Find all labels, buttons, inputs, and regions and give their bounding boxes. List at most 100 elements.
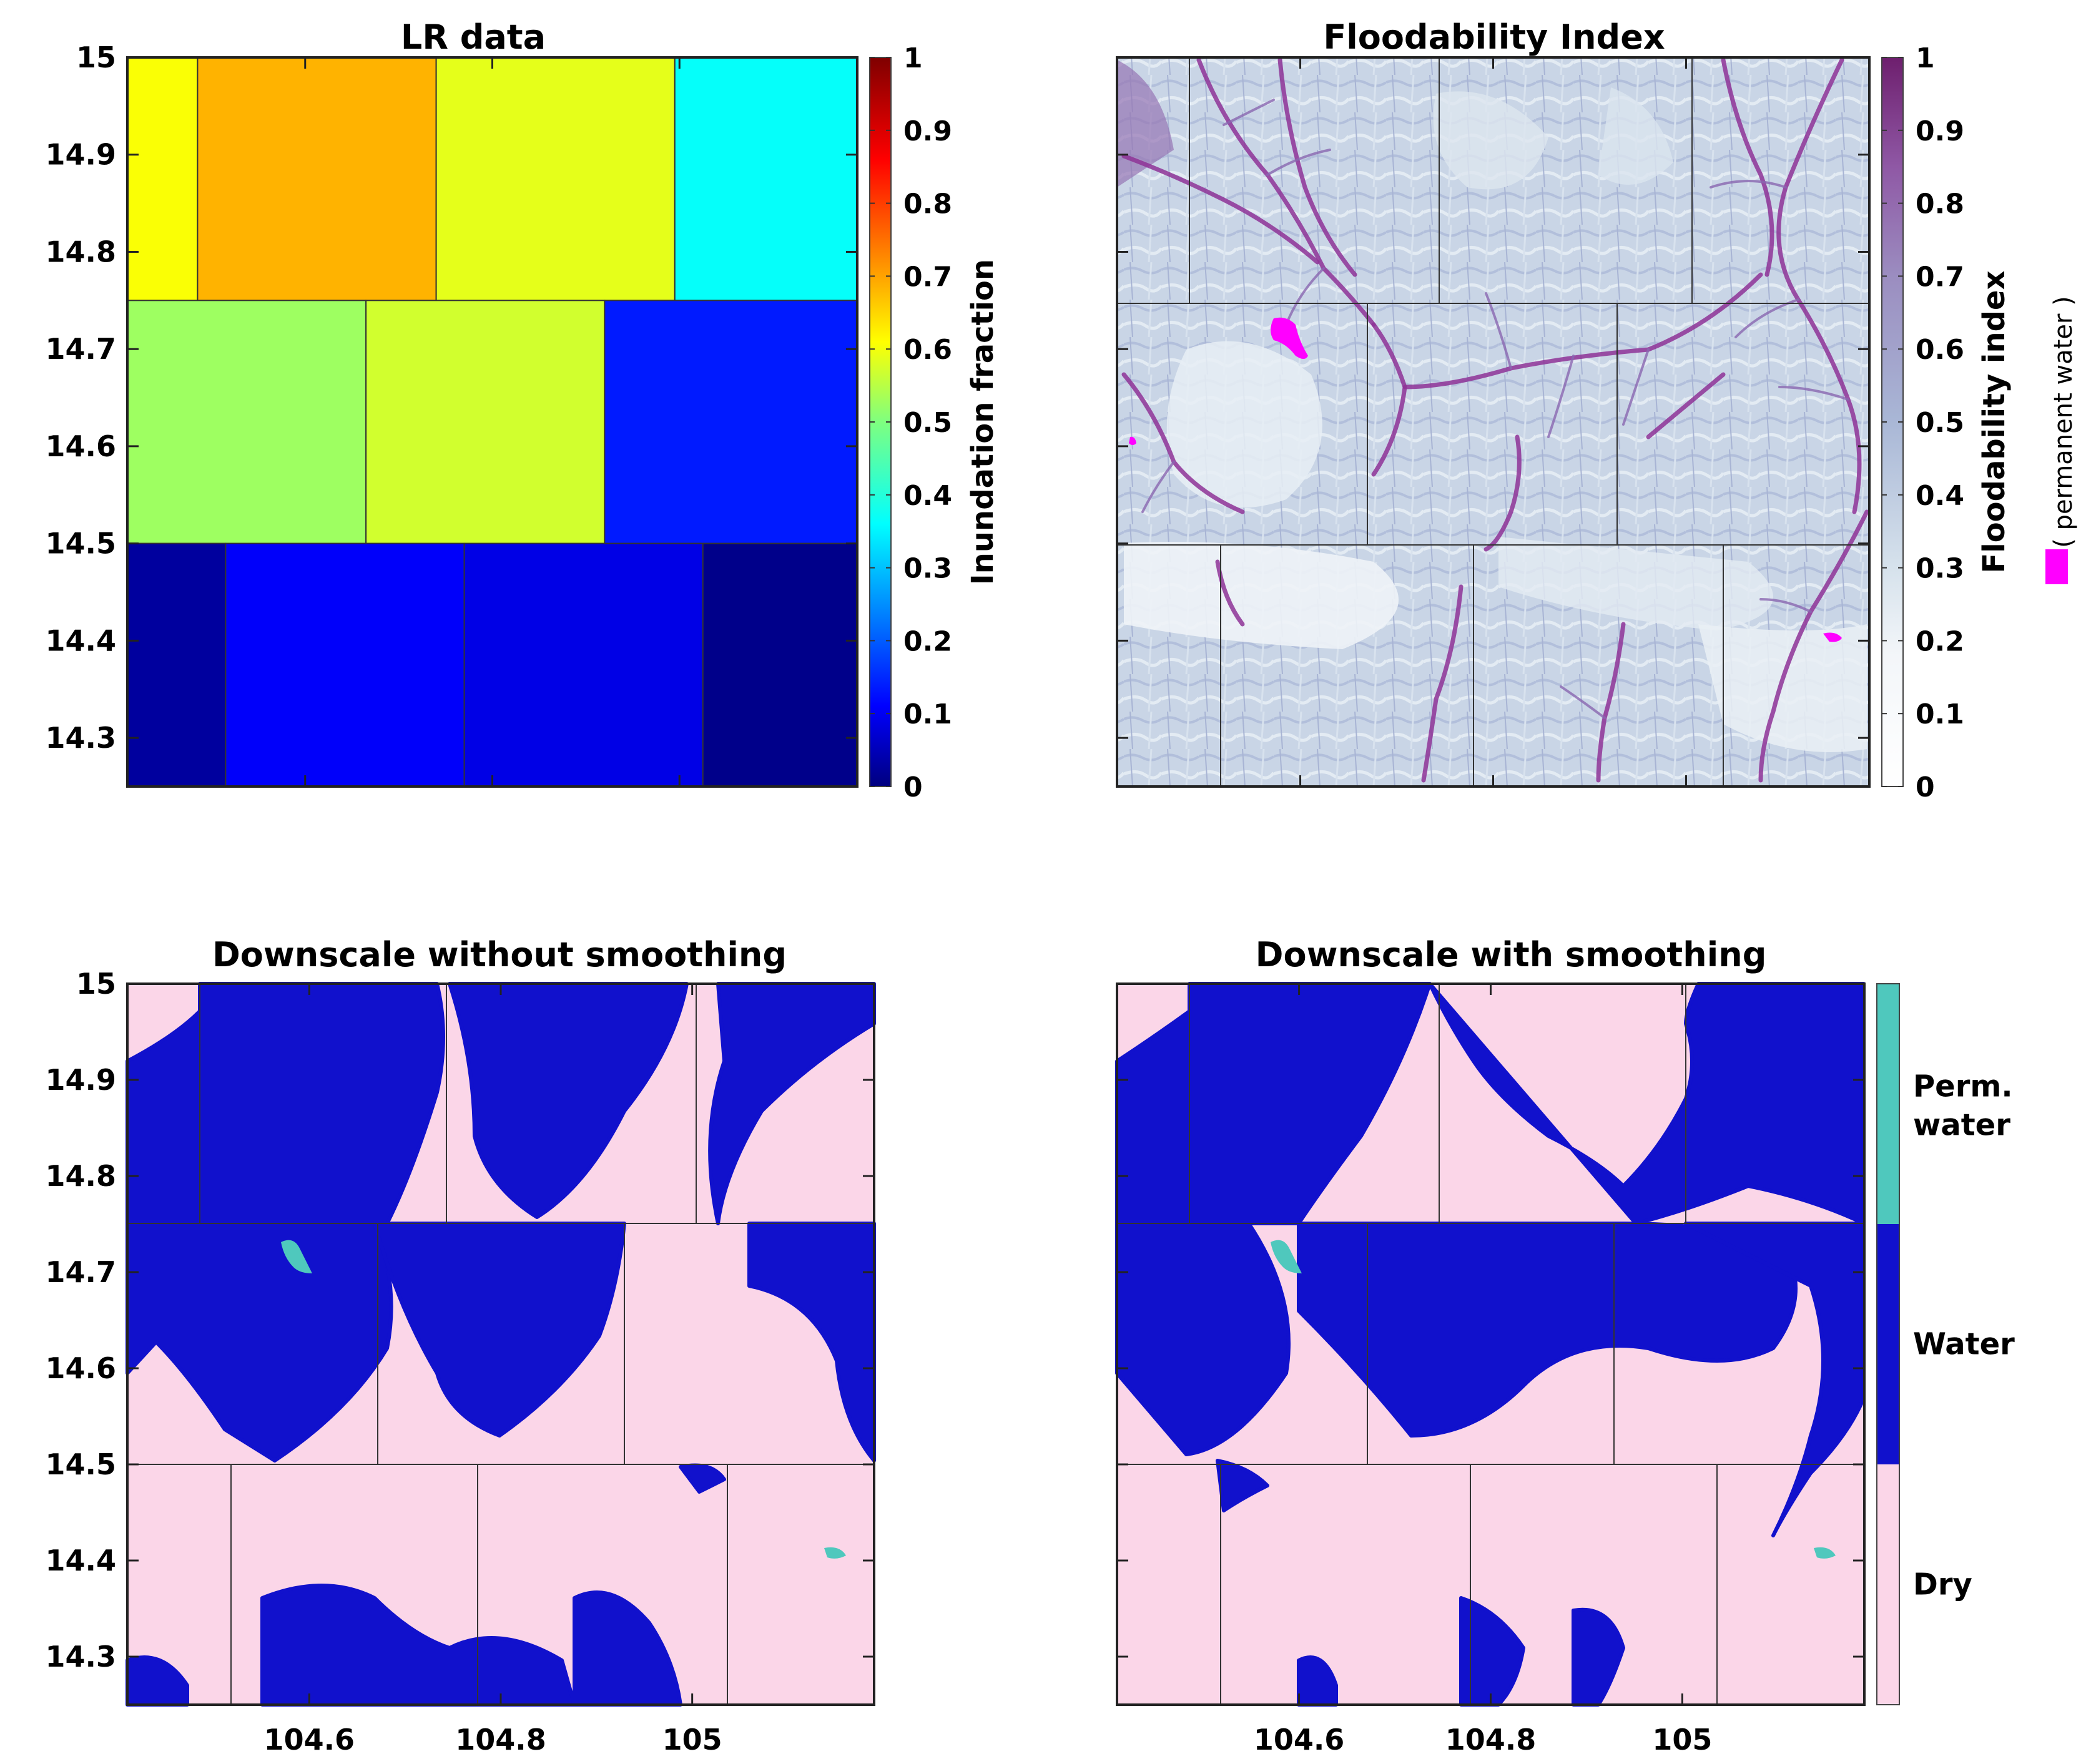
colorbar-tick-label: 0.3 [903,553,952,585]
colorbar-tick-label: 0 [1916,772,1935,803]
flood-dark-corner [1117,60,1174,187]
permanent-water-region [281,1240,312,1273]
permanent-water-patch [1129,436,1136,445]
flood-drainage-line [1121,154,1320,265]
permanent-water-lake [1271,317,1308,359]
water-region [125,1222,393,1463]
permanent-water-label: ( permanent water ) [2049,296,2078,548]
colorbar-tick-label: 0.5 [903,407,952,439]
flood-lowland-patch [1698,624,1867,752]
lr-panel-title: LR data [401,17,546,57]
colorbar-tick-label: 0.2 [1916,625,1964,657]
water-region [198,982,445,1225]
lr-cell [674,57,858,301]
colorbar-tick-label: 0.5 [1916,407,1964,439]
flood-tributary-line [1734,298,1799,338]
lr-cell [225,542,465,788]
flood-drainage-line [1483,434,1522,552]
lr-cell [702,542,859,788]
flood-colorbar-label: Floodability index [1977,270,2012,573]
legend-swatch [1877,1464,1899,1705]
colorbar-tick-label: 0.7 [903,261,952,293]
lr-cell [365,300,606,544]
y-tick-label: 14.9 [46,138,117,172]
water-region [1297,1655,1338,1707]
permanent-water-region [1271,1240,1302,1273]
y-tick-label: 15 [76,41,116,74]
y-tick-label: 14.8 [46,235,117,268]
y-tick-label: 14.5 [46,527,117,561]
flood-tributary-line [1710,180,1787,189]
smoothing-ticks [1117,982,1864,1705]
class-legend: Perm. water Water Dry [1876,983,2015,1705]
lr-cell [435,57,676,301]
flood-drainage-line [1371,322,1407,477]
water-region [1572,1607,1625,1707]
colorbar-tick-label: 0.8 [903,189,952,220]
water-region [1459,1596,1525,1707]
colorbar-tick-label: 0.8 [1916,189,1964,220]
water-region [125,1655,189,1707]
floodability-panel: Floodability Index 0 0.1 0.2 0.3 0.4 0.5 0.6 0.… [1116,17,2078,803]
y-tick-label: 14.3 [46,721,117,755]
no-smoothing-water-map [125,982,876,1707]
flood-tributary-line [1485,292,1512,370]
flood-tributary-line [1266,149,1331,176]
colorbar-tick-label: 0.3 [1916,553,1964,585]
colorbar-tick-label: 0.4 [1916,480,1964,512]
y-tick-label: 14.6 [46,429,117,463]
water-region [708,982,876,1225]
water-region [747,1222,876,1463]
flood-tributary-line [1560,685,1606,719]
flood-lowland-patch [1498,537,1773,630]
flood-tributary-line [1223,99,1275,126]
legend-label: Water [1913,1327,2015,1362]
colorbar-tick-label: 0.9 [903,115,952,147]
flood-lowland-patch [1124,542,1399,649]
water-region [1188,982,1432,1225]
permanent-water-region [1814,1547,1836,1559]
colorbar-tick-label: 0.2 [903,625,952,657]
flood-drainage-line [1215,559,1245,627]
y-tick-label: 14.6 [46,1351,117,1385]
x-tick-label: 104.8 [1445,1723,1537,1757]
flood-tributary-line [1778,386,1849,401]
no-smoothing-y-tick-labels: 15 14.9 14.8 14.7 14.6 14.5 14.4 14.3 [46,967,117,1673]
lr-colorbar-ticks: 0 0.1 0.2 0.3 0.4 0.5 0.6 0.7 0.8 0.9 1 [870,42,952,803]
flood-tributary-line [1285,267,1325,326]
water-region [1115,1222,1291,1456]
flood-drainage-line [1402,272,1763,390]
x-tick-label: 104.8 [455,1723,546,1757]
lr-y-tick-labels: 15 14.9 14.8 14.7 14.6 14.5 14.4 14.3 [46,41,117,755]
y-tick-label: 14.7 [46,1255,117,1289]
water-region [679,1463,726,1494]
flood-drainage-line [1758,509,1869,783]
flood-drainage-line [1277,57,1357,277]
water-region [373,1222,626,1438]
y-tick-label: 15 [76,967,116,1001]
legend-label: Dry [1913,1567,1972,1602]
colorbar-tick-label: 0 [903,772,923,803]
lr-y-ticks [127,56,857,786]
lr-cell [463,542,704,788]
flood-tributary-line [1141,461,1175,513]
flood-y-ticks [1117,56,1869,786]
colorbar-tick-label: 0.4 [903,480,952,512]
x-tick-label: 104.6 [264,1723,355,1757]
colorbar-tick-label: 0.7 [1916,261,1964,293]
flood-tributary-line [1759,598,1812,613]
flood-panel-title: Floodability Index [1323,17,1665,57]
colorbar-tick-label: 0.1 [1916,698,1964,730]
x-tick-label: 105 [662,1723,722,1757]
y-tick-label: 14.3 [46,1640,117,1673]
colorbar-tick-label: 1 [1916,42,1935,74]
permanent-water-patch [1823,632,1842,642]
colorbar-tick-label: 0.1 [903,698,952,730]
y-tick-label: 14.8 [46,1159,117,1193]
flood-upland-patch [1433,91,1548,190]
no-smoothing-title: Downscale without smoothing [212,935,787,974]
legend-swatch [1877,984,1899,1224]
legend-label: Perm. water [1913,1069,2013,1143]
lr-data-panel: LR data 15 14.9 14.8 14.7 14.6 14.5 14.4 14.3 0… [46,17,1001,803]
